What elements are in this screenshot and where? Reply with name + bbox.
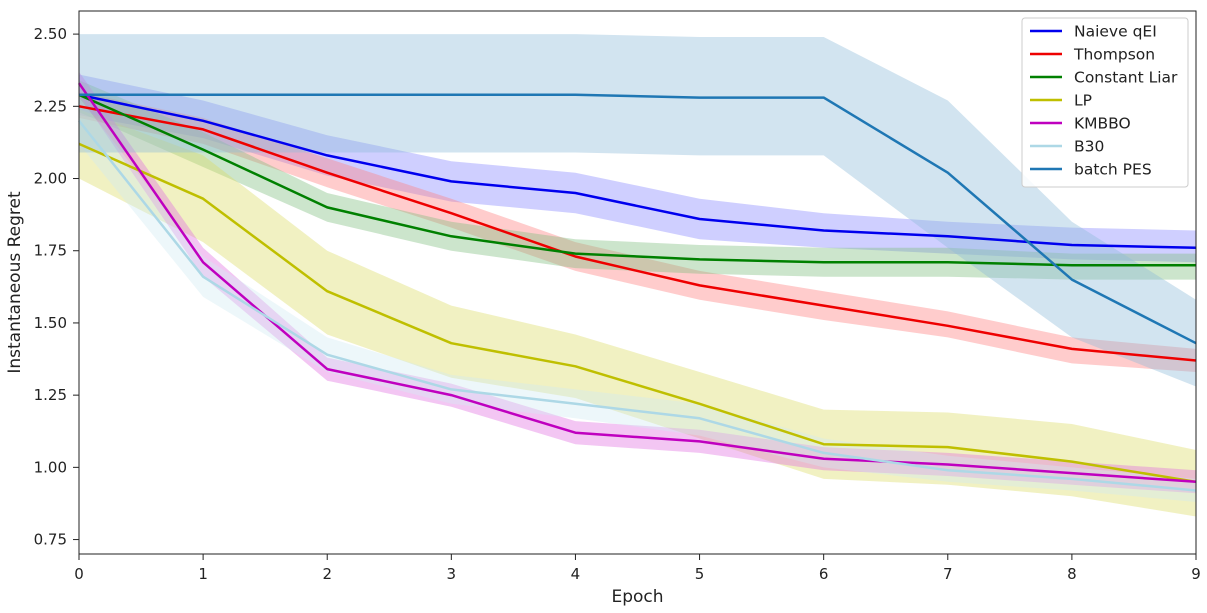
y-tick-label: 2.00 [34,170,67,188]
y-tick-label: 1.25 [34,386,67,404]
band-series-0 [79,74,1196,263]
x-tick-label: 4 [571,565,581,583]
band-series-1 [79,91,1196,373]
legend-label: batch PES [1074,161,1152,179]
x-tick-label: 1 [198,565,208,583]
band-series-2 [79,80,1196,280]
y-tick-label: 2.25 [34,97,67,115]
y-tick-label: 2.50 [34,25,67,43]
x-axis-label: Epoch [611,587,663,607]
y-axis-label: Instantaneous Regret [5,191,25,374]
band-series-6 [79,34,1196,387]
legend-box [1021,17,1189,188]
legend-label: Thompson [1073,46,1155,64]
band-series-5 [79,97,1196,502]
x-tick-label: 6 [819,565,829,583]
x-tick-label: 5 [695,565,705,583]
band-series-3 [79,109,1196,517]
line-series-2 [78,93,1196,267]
legend-label: KMBBO [1074,115,1131,133]
x-tick-label: 0 [74,565,84,583]
x-tick-label: 9 [1191,565,1201,583]
y-axis: 0.75 1.00 1.25 1.50 1.75 2.00 2.25 2.50 [34,25,79,549]
legend-label: B30 [1074,138,1104,156]
x-tick-label: 7 [943,565,953,583]
plot-area-frame [78,10,1197,555]
y-tick-label: 0.75 [34,531,67,549]
legend-label: Naieve qEI [1074,23,1157,41]
x-tick-label: 2 [322,565,332,583]
legend-label: Constant Liar [1074,69,1178,87]
y-tick-label: 1.00 [34,458,67,476]
x-axis: 0 1 2 3 4 5 6 7 8 9 [74,554,1201,583]
x-tick-label: 3 [447,565,457,583]
legend-label: LP [1074,92,1092,110]
line-series-3 [78,142,1197,484]
x-tick-label: 8 [1067,565,1077,583]
line-series-0 [78,93,1197,250]
line-series-5 [78,120,1197,492]
y-tick-label: 1.75 [34,242,67,260]
line-series-6 [79,93,1197,345]
y-tick-label: 1.50 [34,314,67,332]
series-lines [77,82,1197,492]
confidence-bands [79,34,1196,517]
line-series-1 [78,105,1197,362]
legend: Naieve qEI Thompson Constant Liar LP KMBBO B3… [1021,17,1189,188]
